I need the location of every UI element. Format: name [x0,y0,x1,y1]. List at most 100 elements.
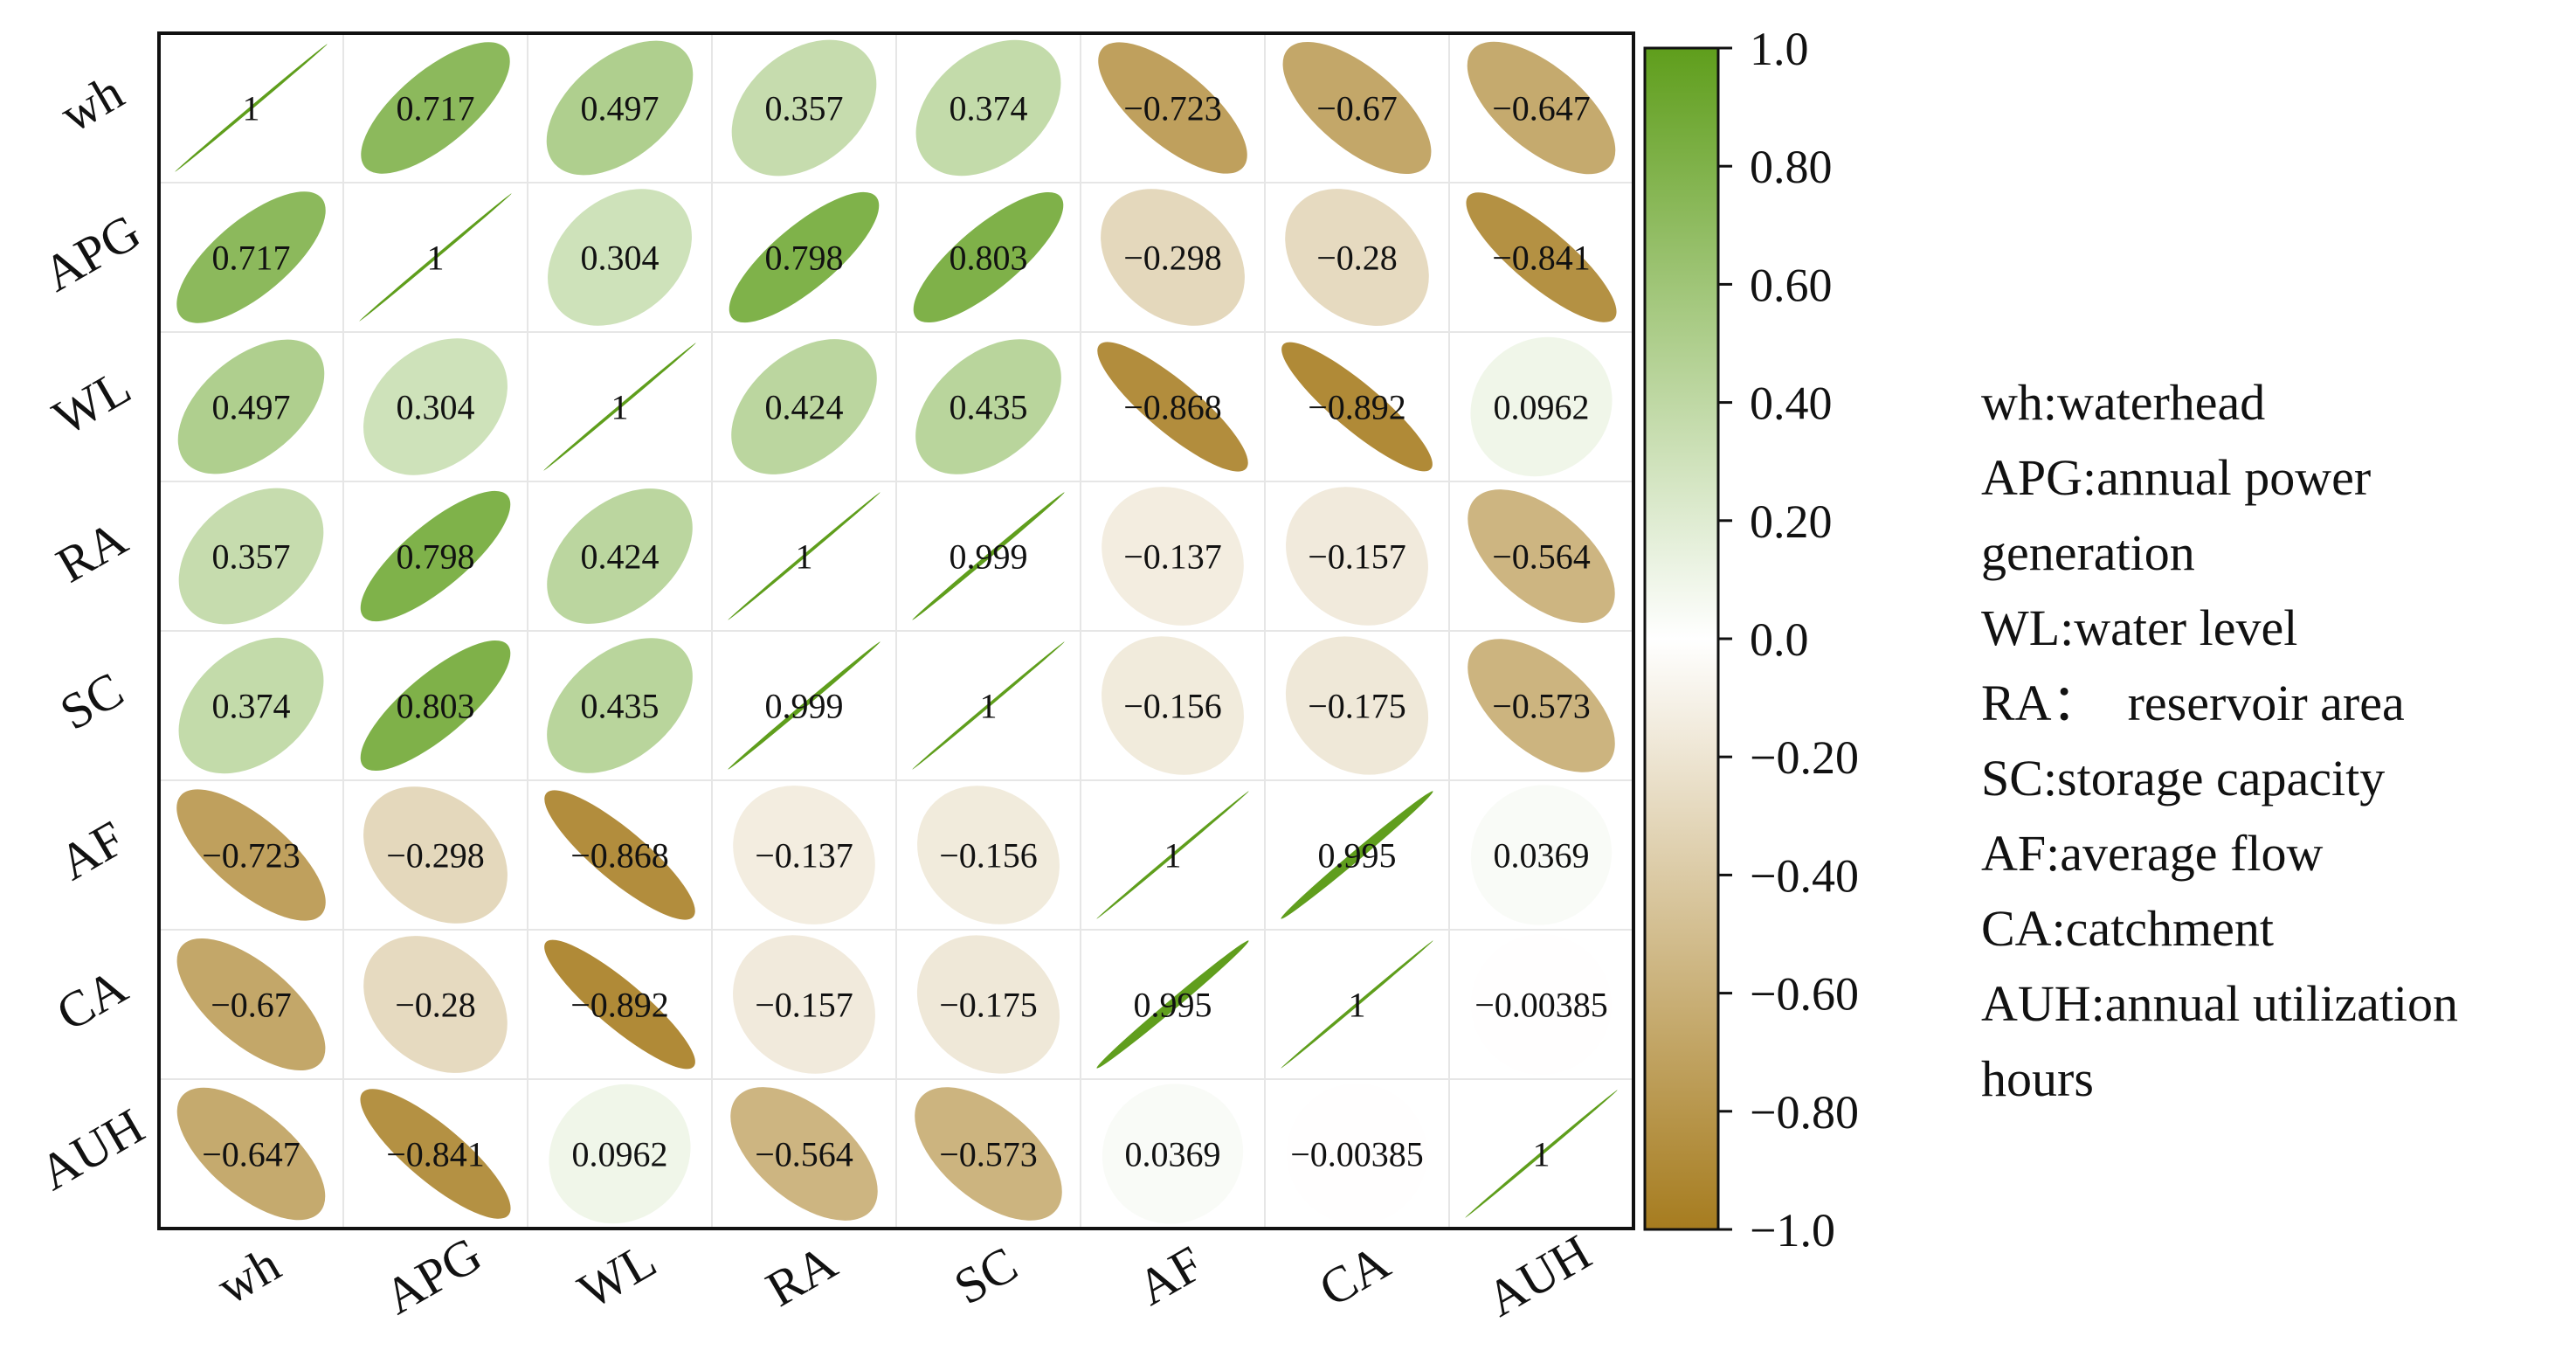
corr-ellipse-AF-AUH [1470,785,1613,925]
corr-label-AF-RA: −0.137 [755,836,853,876]
corr-ellipse-AUH-CA [1287,1084,1427,1224]
colorbar-gradient [1643,46,1720,1231]
corr-ellipse-AF-RA [733,786,875,924]
corr-ellipse-AF-WL [544,790,695,920]
y-axis-label-AF: AF [50,809,135,890]
corr-label-RA-CA: −0.157 [1308,537,1406,577]
corr-label-SC-SC: 1 [980,687,998,726]
corr-label-wh-AF: −0.723 [1123,89,1222,128]
x-axis-label-RA: RA [756,1233,846,1318]
corr-label-SC-WL: 0.435 [581,687,660,726]
corr-label-SC-CA: −0.175 [1308,687,1406,726]
legend-line: generation [1981,524,2195,581]
corr-label-RA-AF: −0.137 [1123,537,1222,577]
corr-ellipse-wh-RA [731,39,877,177]
corr-ellipse-RA-WL [547,488,693,624]
corr-ellipse-wh-WL [546,40,694,176]
corr-label-APG-APG: 1 [427,239,445,278]
corr-ellipse-APG-AUH [1466,192,1617,322]
corr-ellipse-WL-SC [915,339,1061,474]
colorbar-tick-label: −0.20 [1750,731,1859,784]
corr-label-CA-wh: −0.67 [211,986,292,1025]
corr-ellipse-SC-AF [1102,636,1244,775]
corr-label-APG-AF: −0.298 [1123,239,1222,278]
corr-label-APG-SC: 0.803 [950,239,1028,278]
corr-label-AF-WL: −0.868 [570,836,669,876]
corr-label-RA-RA: 1 [796,537,813,577]
corr-ellipse-WL-AUH [1470,336,1613,477]
y-axis-label-wh: wh [51,63,133,143]
corr-ellipse-APG-WL [548,189,692,326]
corr-ellipse-AUH-APG [360,1089,511,1219]
corr-ellipse-AUH-WL [549,1084,691,1224]
corr-ellipse-wh-AUH [1467,41,1616,175]
corr-label-RA-AUH: −0.564 [1492,537,1591,577]
legend-line: APG:annual power [1981,449,2372,506]
corr-label-RA-APG: 0.798 [397,537,475,577]
corr-ellipse-WL-wh [177,339,325,474]
corr-ellipse-SC-RA [728,641,881,770]
corr-label-CA-SC: −0.175 [939,986,1038,1025]
matrix-grid [159,33,1633,1229]
corr-label-wh-WL: 0.497 [581,89,660,128]
legend-line: WL:water level [1981,599,2298,656]
corr-label-RA-SC: 0.999 [950,537,1028,577]
corr-ellipse-RA-AUH [1468,489,1615,623]
plot-frame [157,31,1635,1230]
corr-label-WL-AF: −0.868 [1123,388,1222,427]
variable-legend: wh:waterhead APG:annual power generation WL… [1981,365,2566,1117]
corr-ellipse-APG-AF [1101,189,1245,326]
corr-label-wh-AUH: −0.647 [1492,89,1591,128]
legend-line: RA： reservoir area [1981,675,2405,731]
corr-label-CA-APG: −0.28 [395,986,476,1025]
corr-ellipse-RA-RA [728,492,881,620]
colorbar-tick-label: −0.80 [1750,1086,1859,1139]
corr-ellipse-CA-wh [176,938,326,1071]
corr-label-SC-RA: 0.999 [765,687,844,726]
corr-ellipse-AF-CA [1281,791,1433,919]
corr-ellipse-RA-APG [360,490,511,622]
x-axis-label-AF: AF [1128,1235,1212,1316]
corr-ellipse-SC-WL [547,638,693,773]
y-axis-labels: wh APG WL RA SC AF CA AUH [30,63,153,1201]
corr-label-wh-RA: 0.357 [765,89,844,128]
corr-ellipse-APG-RA [729,191,880,323]
corr-label-AUH-SC: −0.573 [939,1135,1038,1174]
corr-label-SC-wh: 0.374 [212,687,291,726]
x-axis-label-WL: WL [569,1231,666,1319]
corr-label-SC-AF: −0.156 [1123,687,1222,726]
corr-ellipse-SC-wh [178,637,324,774]
corr-label-APG-wh: 0.717 [212,239,291,278]
colorbar-tick-label: 0.80 [1750,141,1833,193]
corr-label-RA-WL: 0.424 [581,537,660,577]
correlation-value-labels: 1 0.717 0.497 0.357 0.374 −0.723 −0.67 −0.647 0.… [202,89,1608,1174]
corr-ellipse-CA-APG [363,936,508,1073]
corr-ellipse-WL-AF [1097,342,1248,472]
x-axis-label-CA: CA [1309,1233,1398,1318]
corr-label-wh-SC: 0.374 [950,89,1028,128]
corr-ellipse-WL-WL [543,343,696,471]
corr-ellipse-APG-SC [913,191,1064,323]
colorbar-tick-label: −0.60 [1750,968,1859,1021]
corr-label-APG-RA: 0.798 [765,239,844,278]
colorbar-tick-label: 0.20 [1750,495,1833,548]
legend-line: wh:waterhead [1981,374,2266,431]
corr-ellipse-APG-CA [1285,189,1429,326]
x-axis-label-APG: APG [375,1225,491,1325]
corr-ellipse-AF-SC [917,786,1060,924]
y-axis-label-SC: SC [51,661,133,741]
corr-ellipse-AF-AF [1096,791,1249,919]
corr-ellipse-CA-SC [916,935,1060,1074]
corr-label-AUH-AUH: 1 [1533,1135,1550,1174]
corr-ellipse-AF-APG [363,786,508,924]
x-axis-label-wh: wh [207,1236,289,1316]
colorbar: 1.0 0.80 0.60 0.40 0.20 0.0 −0.20 −0.40 −0.60 −0.… [1643,23,1859,1257]
corr-label-AUH-CA: −0.00385 [1290,1135,1424,1174]
corr-label-WL-RA: 0.424 [765,388,844,427]
corr-label-AF-CA: 0.995 [1318,836,1397,876]
corr-ellipse-wh-wh [175,44,328,172]
y-axis-label-WL: WL [44,357,141,446]
corr-ellipse-CA-AF [1096,940,1249,1069]
corr-label-CA-RA: −0.157 [755,986,853,1025]
